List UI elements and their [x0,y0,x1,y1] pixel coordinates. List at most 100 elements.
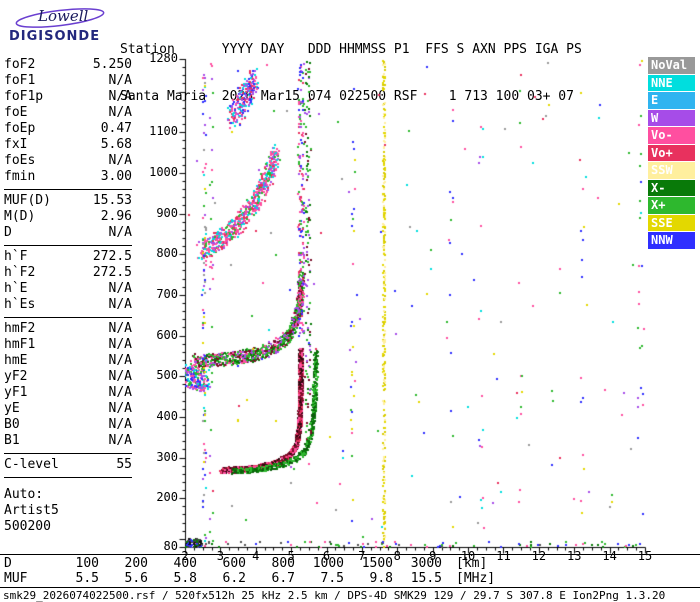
x-tick-label: 13 [566,549,582,563]
dmuf-value: 3000 [410,556,442,571]
dmuf-value: 100 [75,556,99,571]
param-label: MUF(D) [4,193,51,208]
param-label: B1 [4,433,20,448]
param-label: D [4,225,12,240]
param-value: N/A [108,153,132,168]
dmuf-value: 6.2 [222,570,246,586]
param-value: 3.00 [100,169,132,184]
param-value: 5.68 [100,137,132,152]
param-label: h`F [4,249,28,264]
legend-vo: Vo- [648,127,695,144]
param-label: foEs [4,153,36,168]
param-value: N/A [108,369,132,384]
y-tick-label: 900 [156,205,178,220]
param-label: hmF1 [4,337,36,352]
dmuf-unit: [km] [456,556,488,571]
y-tick-label: 500 [156,368,178,383]
dmuf-value: 5.8 [173,570,197,586]
dmuf-value: 7.5 [320,570,344,586]
param-value: N/A [108,433,132,448]
legend-vo: Vo+ [648,144,695,161]
param-row-foEs: foEs N/A [4,153,132,169]
param-row-D: D N/A [4,225,132,241]
auto-row-2: 500200 [4,519,51,534]
dmuf-value: 200 [124,556,148,571]
dmuf-value: 800 [271,556,295,571]
param-label: yF1 [4,385,28,400]
param-label: M(D) [4,209,36,224]
param-value: N/A [108,385,132,400]
legend-nnw: NNW [648,232,695,249]
param-row-hF: h`F 272.5 [4,249,132,265]
param-row-MUFD: MUF(D) 15.53 [4,193,132,209]
legend-ssw: SSW [648,162,695,179]
footer-status-line: smk29_2026074022500.rsf / 520fx512h 25 k… [3,589,666,602]
ionogram-canvas [170,50,655,560]
x-tick-label: 5 [287,549,295,563]
y-tick-label: 1100 [149,124,178,139]
param-row-hmF2: hmF2 N/A [4,321,132,337]
param-value: 55 [116,457,132,472]
param-row-hF2: h`F2 272.5 [4,265,132,281]
x-tick-label: 12 [531,549,547,563]
param-value: N/A [108,297,132,312]
x-tick-label: 7 [358,549,366,563]
param-label: foF1p [4,89,44,104]
param-row-yE: yE N/A [4,401,132,417]
dmuf-value: 5.6 [124,570,148,586]
param-row-yF1: yF1 N/A [4,385,132,401]
param-label: yE [4,401,20,416]
legend-x: X+ [648,197,695,214]
dmuf-row-label: D [4,556,12,571]
y-tick-label: 300 [156,449,178,464]
param-label: h`E [4,281,28,296]
x-tick-label: 2 [181,549,189,563]
param-value: N/A [108,401,132,416]
legend-noval: NoVal [648,57,695,74]
param-value: N/A [108,321,132,336]
param-value: N/A [108,73,132,88]
y-tick-label: 800 [156,246,178,261]
param-label: hmE [4,353,28,368]
legend-sse: SSE [648,214,695,231]
x-tick-label: 14 [602,549,617,563]
param-label: foE [4,105,28,120]
param-value: 5.250 [92,57,132,72]
logo-orbit-icon [15,8,105,28]
param-value: N/A [108,281,132,296]
param-value: 272.5 [92,249,132,264]
param-row-fmin: fmin 3.00 [4,169,132,185]
y-tick-label: 700 [156,286,178,301]
param-row-foF2: foF2 5.250 [4,57,132,73]
param-row-foEp: foEp 0.47 [4,121,132,137]
separator-line [0,554,700,555]
dmuf-value: 600 [222,556,246,571]
autoscaling-block: Auto: Artist5 500200 [4,477,132,535]
param-row-foF1p: foF1p N/A [4,89,132,105]
x-tick-label: 8 [393,549,401,563]
param-label: foEp [4,121,36,136]
param-value: 0.47 [100,121,132,136]
dmuf-unit: [MHz] [456,570,496,586]
x-tick-label: 6 [322,549,331,563]
legend-nne: NNE [648,74,695,91]
param-label: fxI [4,137,28,152]
param-value: N/A [108,417,132,432]
dmuf-value: 6.7 [271,570,295,586]
param-label: yF2 [4,369,28,384]
x-tick-label: 15 [637,549,653,563]
param-group-1: MUF(D) 15.53 M(D) 2.96 D N/A [4,189,132,245]
param-value: N/A [108,337,132,352]
param-label: foF1 [4,73,36,88]
dmuf-value: 400 [173,556,197,571]
y-tick-label: 400 [156,408,178,423]
legend-w: W [648,109,695,126]
logo-digisonde-text: DIGISONDE [9,29,101,44]
separator-line [0,587,700,588]
y-tick-label: 200 [156,490,178,505]
dmuf-value: 9.8 [369,570,393,586]
param-label: C-level [4,457,59,472]
legend-e: E [648,92,695,109]
echo-direction-legend: NoVal NNE E W Vo- Vo+ SSW X- X+ SSE NNW [648,57,695,250]
y-tick-label: 80 [163,539,178,553]
